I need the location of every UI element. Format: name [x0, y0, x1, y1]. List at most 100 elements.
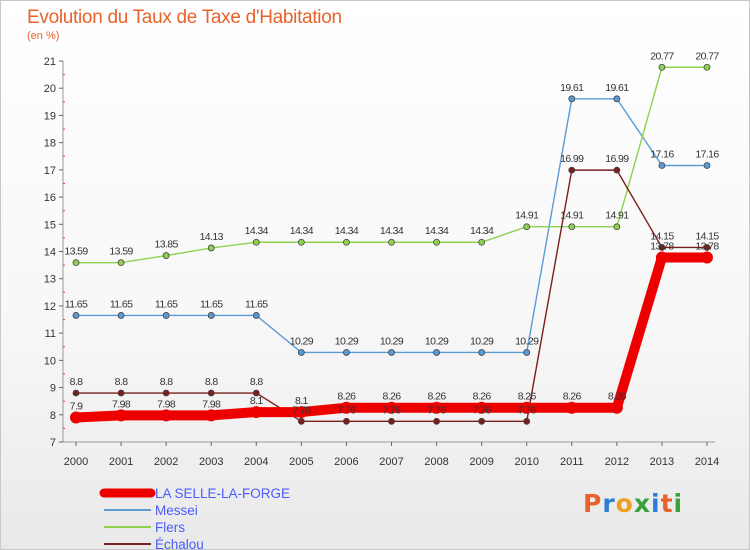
series-1-point [523, 349, 531, 356]
series-0-point [610, 401, 623, 414]
series-3-data-label: 7.76 [382, 404, 401, 416]
series-1-data-label: 11.65 [245, 298, 268, 310]
series-2-data-label: 14.34 [245, 225, 269, 237]
series-1-point [207, 312, 215, 319]
series-3-data-label: 7.76 [292, 404, 311, 416]
series-2-data-label: 14.91 [605, 210, 629, 222]
x-tick-label: 2009 [469, 456, 493, 468]
y-tick-label: 12 [44, 301, 56, 313]
series-0-point [565, 401, 578, 414]
series-3-point [297, 417, 305, 425]
series-1-data-label: 11.65 [200, 298, 223, 310]
series-0-data-label: 8.26 [382, 391, 401, 403]
series-2-data-label: 13.59 [109, 246, 133, 258]
series-0-data-label: 8.26 [518, 391, 537, 403]
y-tick-label: 17 [44, 165, 56, 177]
series-1-point [162, 312, 170, 319]
x-tick-label: 2001 [109, 456, 133, 468]
x-tick-label: 2013 [650, 456, 674, 468]
logo-letter: r [602, 489, 616, 518]
series-2-point [343, 238, 350, 246]
series-1-data-label: 10.29 [425, 335, 449, 347]
series-0-point [385, 401, 398, 414]
series-0-point [340, 401, 353, 414]
x-tick-label: 2000 [64, 456, 88, 468]
series-3-data-label: 14.15 [650, 230, 674, 242]
series-2-point [613, 223, 621, 231]
series-3-data-label: 16.99 [560, 153, 584, 165]
series-2-data-label: 13.85 [155, 239, 179, 251]
logo-letter: t [660, 489, 674, 518]
logo-letter: i [651, 489, 661, 518]
series-3-data-label: 7.76 [428, 404, 447, 416]
x-tick-label: 2008 [424, 456, 448, 468]
series-1-point [658, 162, 666, 169]
series-2-point [162, 252, 170, 259]
legend-label: Échalou [155, 537, 204, 549]
series-3-data-label: 8.8 [70, 376, 84, 388]
logo-letter: x [633, 489, 651, 518]
series-2-data-label: 14.34 [425, 225, 449, 237]
series-1-data-label: 10.29 [470, 335, 494, 347]
series-2-point [478, 238, 486, 246]
series-0-data-label: 8.26 [563, 391, 582, 403]
series-1-point [568, 95, 576, 103]
series-0-point [295, 406, 308, 419]
series-0-point [701, 251, 713, 264]
series-1-point [297, 349, 305, 356]
x-tick-label: 2014 [695, 456, 719, 468]
series-2-point [703, 63, 711, 71]
y-tick-label: 15 [44, 219, 56, 231]
series-0-data-label: 7.98 [112, 398, 131, 410]
y-tick-label: 21 [44, 56, 56, 68]
series-3-data-label: 7.76 [473, 404, 492, 416]
series-2-point [72, 259, 80, 267]
logo-letter: P [583, 489, 603, 518]
chart-title: Evolution du Taux de Taxe d'Habitation [27, 7, 342, 28]
logo-letter: i [673, 489, 684, 518]
series-0-point [520, 401, 533, 414]
y-tick-label: 18 [44, 138, 56, 150]
series-3-point [162, 389, 170, 397]
x-tick-label: 2003 [199, 456, 223, 468]
series-0-data-label: 8.1 [250, 395, 264, 407]
series-3-data-label: 8.8 [115, 376, 129, 388]
y-tick-label: 9 [50, 383, 56, 395]
chart-unit: (en %) [27, 30, 60, 42]
series-2-point [658, 63, 666, 71]
series-3-point [72, 389, 80, 397]
series-1-data-label: 17.16 [650, 149, 674, 161]
x-tick-label: 2005 [289, 456, 313, 468]
legend-label: Messei [155, 503, 198, 518]
series-2-point [523, 223, 531, 231]
series-3-data-label: 8.8 [250, 376, 264, 388]
series-0-point [205, 409, 218, 422]
series-0-data-label: 7.9 [70, 401, 84, 413]
series-0-point [160, 409, 173, 422]
legend-label: LA SELLE-LA-FORGE [155, 486, 290, 501]
series-3-point [658, 244, 666, 251]
series-1-point [388, 349, 395, 356]
series-1-data-label: 11.65 [155, 298, 178, 310]
y-tick-label: 16 [44, 192, 56, 204]
series-3-point [117, 389, 125, 397]
series-3-point [478, 417, 486, 425]
series-3-point [613, 166, 621, 174]
y-tick-label: 11 [45, 328, 56, 340]
x-tick-label: 2010 [514, 456, 538, 468]
series-0-data-label: 13.78 [695, 240, 719, 252]
series-3-point [388, 417, 395, 425]
series-3-data-label: 8.8 [160, 376, 174, 388]
x-tick-label: 2007 [379, 456, 403, 468]
x-tick-label: 2004 [244, 456, 268, 468]
y-tick-label: 20 [44, 83, 56, 95]
series-0-data-label: 7.98 [157, 398, 176, 410]
series-1-data-label: 10.29 [515, 335, 539, 347]
series-0-data-label: 8.26 [608, 391, 627, 403]
series-1-data-label: 17.16 [695, 149, 719, 161]
x-tick-label: 2006 [334, 456, 358, 468]
series-3-point [252, 389, 260, 397]
series-2-data-label: 14.91 [515, 210, 539, 222]
series-3-data-label: 16.99 [605, 153, 629, 165]
